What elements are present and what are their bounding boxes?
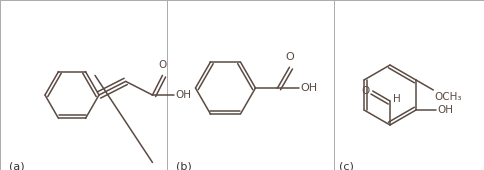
Text: O: O [362,86,370,96]
Text: OH: OH [437,105,453,115]
Text: H: H [393,94,401,104]
Text: O: O [285,52,294,62]
Text: (b): (b) [176,162,192,170]
Text: OCH₃: OCH₃ [434,92,462,102]
Text: (a): (a) [9,162,24,170]
Text: O: O [158,60,166,70]
Text: (c): (c) [339,162,354,170]
Text: OH: OH [301,83,318,93]
Text: OH: OH [176,90,192,100]
